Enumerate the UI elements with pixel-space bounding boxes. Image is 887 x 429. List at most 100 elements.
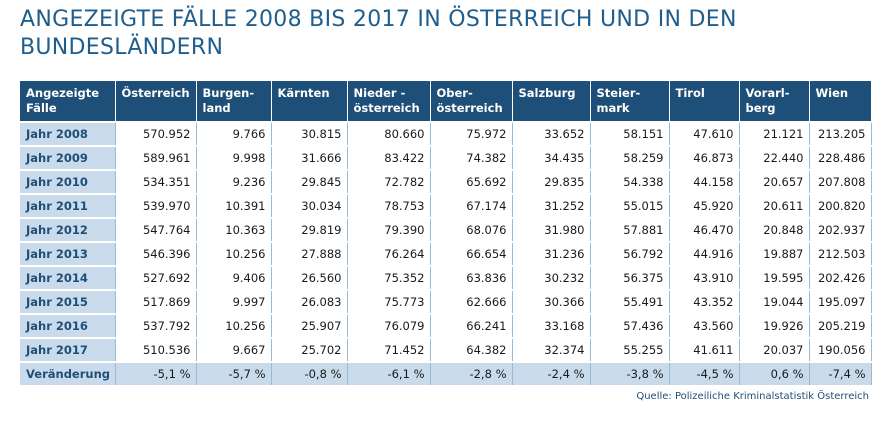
table-cell: 31.980	[511, 217, 591, 243]
table-row: Jahr 2009 589.961 9.998 31.666 83.422 74.382 3…	[20, 145, 872, 171]
table-row: Jahr 2013 546.396 10.256 27.888 76.264 66.654…	[20, 241, 872, 267]
table-header-row: Angezeigte Fälle Österreich Burgen-land Kärn…	[20, 81, 872, 123]
column-header-line: Wien	[815, 86, 849, 100]
table-cell: 83.422	[346, 145, 431, 171]
title-line-1: ANGEZEIGTE FÄLLE 2008 BIS 2017 IN ÖSTERR…	[20, 7, 737, 32]
table-cell: 537.792	[114, 313, 197, 339]
table-cell: 55.015	[589, 193, 670, 219]
row-label: Jahr 2008	[20, 121, 116, 147]
table-cell: 46.470	[668, 217, 740, 243]
table-cell: 71.452	[346, 337, 431, 363]
table-cell: 56.375	[589, 265, 670, 291]
table-cell: -5,1 %	[114, 361, 197, 387]
table-cell: 43.910	[668, 265, 740, 291]
row-label: Jahr 2017	[20, 337, 116, 363]
column-header-line: österreich	[436, 101, 503, 115]
change-row: Veränderung -5,1 % -5,7 % -0,8 % -6,1 % -2,8 …	[20, 361, 872, 387]
column-header: Salzburg	[512, 81, 591, 123]
table-cell: 54.338	[589, 169, 670, 195]
column-header-line: österreich	[353, 101, 420, 115]
table-cell: 80.660	[346, 121, 431, 147]
table-cell: 539.970	[114, 193, 197, 219]
table-cell: 64.382	[429, 337, 513, 363]
table-cell: 9.998	[195, 145, 272, 171]
table-cell: 34.435	[511, 145, 591, 171]
table-cell: 205.219	[808, 313, 872, 339]
table-cell: 22.440	[738, 145, 810, 171]
table-cell: -2,4 %	[511, 361, 591, 387]
table-row: Jahr 2008 570.952 9.766 30.815 80.660 75.972 3…	[20, 121, 872, 147]
column-header: Vorarl-berg	[739, 81, 810, 123]
table-cell: 9.997	[195, 289, 272, 315]
table-cell: 202.937	[808, 217, 872, 243]
column-header-line: Steier-	[596, 86, 641, 100]
column-header: Österreich	[115, 81, 197, 123]
table-cell: 212.503	[808, 241, 872, 267]
column-header: Burgen-land	[196, 81, 272, 123]
table-cell: 202.426	[808, 265, 872, 291]
table-cell: 195.097	[808, 289, 872, 315]
column-header-line: Salzburg	[518, 86, 576, 100]
table-cell: 19.926	[738, 313, 810, 339]
table-cell: 19.595	[738, 265, 810, 291]
table-cell: 33.652	[511, 121, 591, 147]
table-cell: -7,4 %	[808, 361, 872, 387]
table-cell: 74.382	[429, 145, 513, 171]
table-cell: 10.391	[195, 193, 272, 219]
column-header: Steier-mark	[590, 81, 670, 123]
column-header: Kärnten	[271, 81, 348, 123]
table-cell: 19.044	[738, 289, 810, 315]
table-cell: 20.611	[738, 193, 810, 219]
table-cell: 66.654	[429, 241, 513, 267]
table-cell: 9.667	[195, 337, 272, 363]
table-row: Jahr 2014 527.692 9.406 26.560 75.352 63.836 3…	[20, 265, 872, 291]
table-cell: 200.820	[808, 193, 872, 219]
table-cell: 21.121	[738, 121, 810, 147]
row-label: Jahr 2011	[20, 193, 116, 219]
column-header: Angezeigte Fälle	[20, 81, 116, 123]
table-cell: 55.491	[589, 289, 670, 315]
table-cell: 41.611	[668, 337, 740, 363]
table-cell: 30.232	[511, 265, 591, 291]
row-label: Jahr 2016	[20, 313, 116, 339]
table-cell: 55.255	[589, 337, 670, 363]
column-header-line: Nieder -	[353, 86, 406, 100]
table-cell: 68.076	[429, 217, 513, 243]
table-cell: 30.366	[511, 289, 591, 315]
table-cell: -4,5 %	[668, 361, 740, 387]
table-cell: -2,8 %	[429, 361, 513, 387]
table-cell: 47.610	[668, 121, 740, 147]
table-cell: 65.692	[429, 169, 513, 195]
table-cell: 534.351	[114, 169, 197, 195]
table-cell: 26.083	[270, 289, 348, 315]
column-header-line: Angezeigte	[26, 86, 100, 100]
column-header-line: Fälle	[26, 101, 57, 115]
row-label: Jahr 2013	[20, 241, 116, 267]
table-cell: 32.374	[511, 337, 591, 363]
table-cell: 207.808	[808, 169, 872, 195]
table-cell: 510.536	[114, 337, 197, 363]
table-cell: 62.666	[429, 289, 513, 315]
table-row: Jahr 2011 539.970 10.391 30.034 78.753 67.174…	[20, 193, 872, 219]
column-header-line: berg	[745, 101, 776, 115]
column-header: Nieder - österreich	[347, 81, 431, 123]
table-cell: 29.835	[511, 169, 591, 195]
table-cell: 30.034	[270, 193, 348, 219]
column-header-line: Vorarl-	[745, 86, 790, 100]
table-cell: 63.836	[429, 265, 513, 291]
table-cell: 78.753	[346, 193, 431, 219]
column-header-line: Österreich	[121, 86, 190, 100]
table-cell: 75.972	[429, 121, 513, 147]
table-cell: 25.907	[270, 313, 348, 339]
table-cell: 67.174	[429, 193, 513, 219]
table-cell: 9.766	[195, 121, 272, 147]
table-cell: 66.241	[429, 313, 513, 339]
table-cell: 76.079	[346, 313, 431, 339]
table-cell: 58.151	[589, 121, 670, 147]
table-cell: 19.887	[738, 241, 810, 267]
column-header: Tirol	[669, 81, 740, 123]
row-label: Veränderung	[20, 361, 116, 387]
source-note: Quelle: Polizeiliche Kriminalstatistik Ö…	[636, 391, 869, 402]
column-header-line: Burgen-	[202, 86, 255, 100]
table-cell: 10.256	[195, 241, 272, 267]
